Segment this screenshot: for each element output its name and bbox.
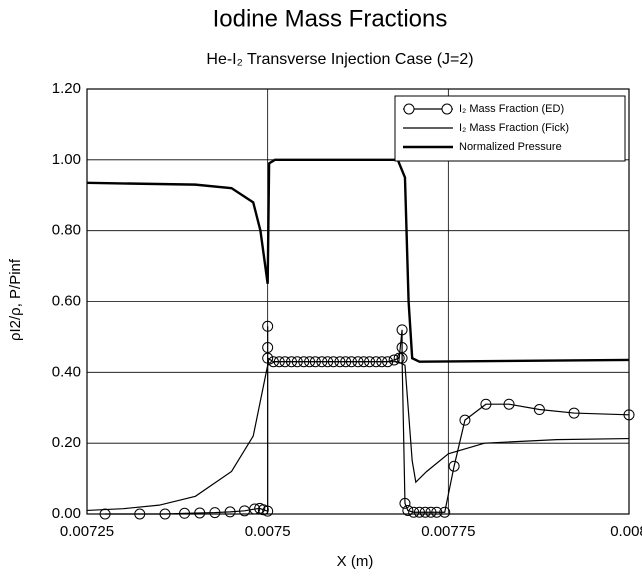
series-line bbox=[105, 326, 630, 515]
data-point bbox=[209, 507, 221, 519]
data-point bbox=[396, 342, 408, 354]
data-point bbox=[425, 506, 437, 518]
data-point bbox=[408, 506, 420, 518]
y-tick-label: 0.80 bbox=[52, 222, 81, 239]
x-tick-label: 0.008 bbox=[610, 523, 642, 540]
legend-label: Normalized Pressure bbox=[459, 141, 562, 153]
data-point bbox=[439, 506, 451, 518]
y-tick-label: 1.20 bbox=[52, 80, 81, 97]
chart-subtitle: He-I₂ Transverse Injection Case (J=2) bbox=[206, 51, 473, 68]
data-point bbox=[623, 409, 635, 421]
data-point bbox=[419, 506, 431, 518]
x-tick-label: 0.0075 bbox=[245, 523, 291, 540]
data-point bbox=[399, 497, 411, 509]
data-point bbox=[262, 342, 274, 354]
y-axis-label: ρI2/ρ, P/Pinf bbox=[7, 258, 24, 341]
data-point bbox=[402, 504, 414, 516]
legend-marker bbox=[403, 103, 415, 115]
data-point bbox=[262, 352, 274, 364]
x-axis-label: X (m) bbox=[337, 553, 374, 570]
data-point bbox=[568, 407, 580, 419]
data-point bbox=[533, 404, 545, 416]
data-point bbox=[388, 354, 400, 366]
data-point bbox=[249, 503, 261, 515]
y-tick-label: 0.40 bbox=[52, 363, 81, 380]
y-tick-label: 1.00 bbox=[52, 151, 81, 168]
data-point bbox=[194, 507, 206, 519]
data-point bbox=[396, 324, 408, 336]
data-point bbox=[257, 504, 269, 516]
y-tick-label: 0.00 bbox=[52, 505, 81, 522]
legend-label: I₂ Mass Fraction (ED) bbox=[459, 103, 564, 115]
x-tick-label: 0.00775 bbox=[421, 523, 475, 540]
data-point bbox=[459, 414, 471, 426]
data-point bbox=[503, 398, 515, 410]
data-point bbox=[262, 320, 274, 332]
data-point bbox=[262, 505, 274, 517]
data-point bbox=[431, 506, 443, 518]
y-tick-label: 0.20 bbox=[52, 434, 81, 451]
x-tick-label: 0.00725 bbox=[60, 523, 114, 540]
chart-title: Iodine Mass Fractions bbox=[213, 5, 448, 32]
data-point bbox=[393, 352, 405, 364]
series-line bbox=[86, 361, 630, 512]
data-point bbox=[179, 507, 191, 519]
series-line bbox=[86, 158, 630, 363]
data-point bbox=[134, 508, 146, 520]
data-point bbox=[159, 508, 171, 520]
data-point bbox=[448, 460, 460, 472]
legend-label: I₂ Mass Fraction (Fick) bbox=[459, 122, 569, 134]
legend-marker bbox=[441, 103, 453, 115]
data-point bbox=[224, 506, 236, 518]
data-point bbox=[413, 506, 425, 518]
y-tick-label: 0.60 bbox=[52, 292, 81, 309]
data-point bbox=[480, 398, 492, 410]
